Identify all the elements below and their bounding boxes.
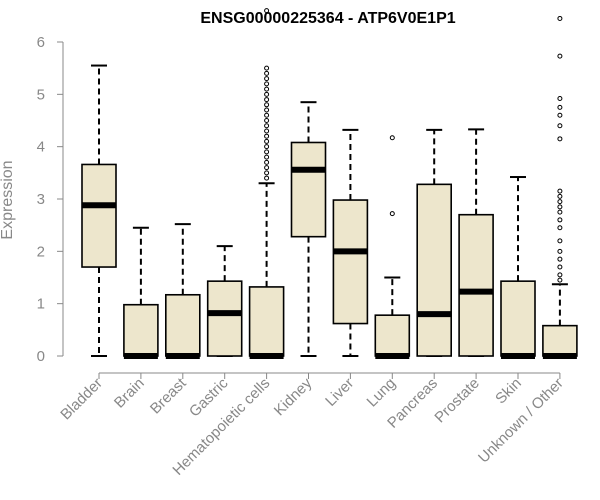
box-iqr xyxy=(206,280,243,357)
box-iqr xyxy=(374,314,411,357)
box-series xyxy=(81,8,578,359)
box-iqr xyxy=(542,324,578,357)
y-tick-label: 4 xyxy=(37,139,45,156)
box-breast xyxy=(165,223,201,359)
y-tick-label: 1 xyxy=(37,296,45,313)
box-iqr xyxy=(458,213,494,357)
box-kidney xyxy=(290,101,327,357)
outlier-point xyxy=(264,65,270,71)
outlier-point xyxy=(389,135,395,141)
outlier-point xyxy=(264,86,270,92)
x-tick-label: Skin xyxy=(492,375,525,408)
box-hematopoietic-cells xyxy=(248,8,285,359)
x-tick-label: Brain xyxy=(111,375,148,412)
outlier-point xyxy=(557,104,563,110)
box-iqr xyxy=(290,141,327,238)
y-tick-label: 2 xyxy=(37,243,45,260)
box-gastric xyxy=(206,245,243,357)
outlier-point xyxy=(557,53,563,59)
x-tick-label: Lung xyxy=(364,375,400,411)
y-tick-label: 0 xyxy=(37,348,45,365)
outlier-point xyxy=(264,123,270,129)
outlier-point xyxy=(264,128,270,134)
outlier-point xyxy=(264,144,270,150)
outlier-point xyxy=(264,175,270,181)
outlier-point xyxy=(557,277,563,283)
outlier-point xyxy=(264,118,270,123)
box-liver xyxy=(332,128,369,357)
y-axis-label: Expression xyxy=(0,160,16,239)
outlier-point xyxy=(557,96,563,102)
outlier-point xyxy=(264,112,270,118)
outlier-point xyxy=(264,170,270,176)
outlier-point xyxy=(264,138,270,144)
outlier-point xyxy=(557,248,563,254)
outlier-point xyxy=(557,225,563,231)
outlier-point xyxy=(264,91,270,97)
outlier-point xyxy=(557,204,563,210)
y-tick-label: 5 xyxy=(37,86,45,103)
box-iqr xyxy=(81,163,117,268)
outlier-point xyxy=(557,112,563,118)
outlier-point xyxy=(389,211,395,217)
box-prostate xyxy=(458,128,494,357)
outlier-point xyxy=(264,76,270,82)
outlier-point xyxy=(264,154,270,160)
outlier-point xyxy=(264,97,270,103)
outlier-point xyxy=(557,199,563,205)
outlier-point xyxy=(557,123,563,129)
x-tick-label: Bladder xyxy=(57,375,106,424)
outlier-point xyxy=(557,193,563,199)
outlier-point xyxy=(557,209,563,215)
box-pancreas xyxy=(416,128,453,357)
outlier-point xyxy=(264,159,270,165)
outlier-point xyxy=(264,149,270,155)
chart-title: ENSG00000225364 - ATP6V0E1P1 xyxy=(200,10,455,27)
outlier-point xyxy=(264,165,270,171)
x-tick-label: Prostate xyxy=(431,375,483,427)
outlier-point xyxy=(264,102,270,108)
outlier-point xyxy=(557,217,563,223)
outlier-point xyxy=(557,256,563,262)
box-unknown-other xyxy=(542,15,578,359)
box-iqr xyxy=(248,286,285,357)
box-skin xyxy=(500,176,536,359)
outlier-point xyxy=(264,107,270,113)
y-tick-label: 6 xyxy=(37,34,45,51)
outlier-point xyxy=(557,264,563,270)
outlier-point xyxy=(264,8,270,14)
box-iqr xyxy=(332,199,369,325)
outlier-point xyxy=(557,136,563,142)
outlier-point xyxy=(557,15,563,21)
box-iqr xyxy=(123,303,159,357)
outlier-point xyxy=(264,70,270,76)
y-tick-label: 3 xyxy=(37,191,45,208)
outlier-point xyxy=(264,133,270,139)
box-iqr xyxy=(165,293,201,357)
outlier-point xyxy=(557,188,563,194)
outlier-point xyxy=(557,238,563,244)
x-tick-label: Liver xyxy=(322,375,357,410)
box-bladder xyxy=(81,64,117,357)
outlier-point xyxy=(264,81,270,87)
y-axis: 0 1 2 3 4 5 6 xyxy=(37,34,64,365)
x-tick-label: Breast xyxy=(147,374,190,417)
outlier-point xyxy=(557,272,563,278)
x-tick-label: Kidney xyxy=(271,374,316,419)
box-iqr xyxy=(416,183,453,357)
box-iqr xyxy=(500,280,536,357)
box-lung xyxy=(374,135,411,359)
box-brain xyxy=(123,226,159,359)
